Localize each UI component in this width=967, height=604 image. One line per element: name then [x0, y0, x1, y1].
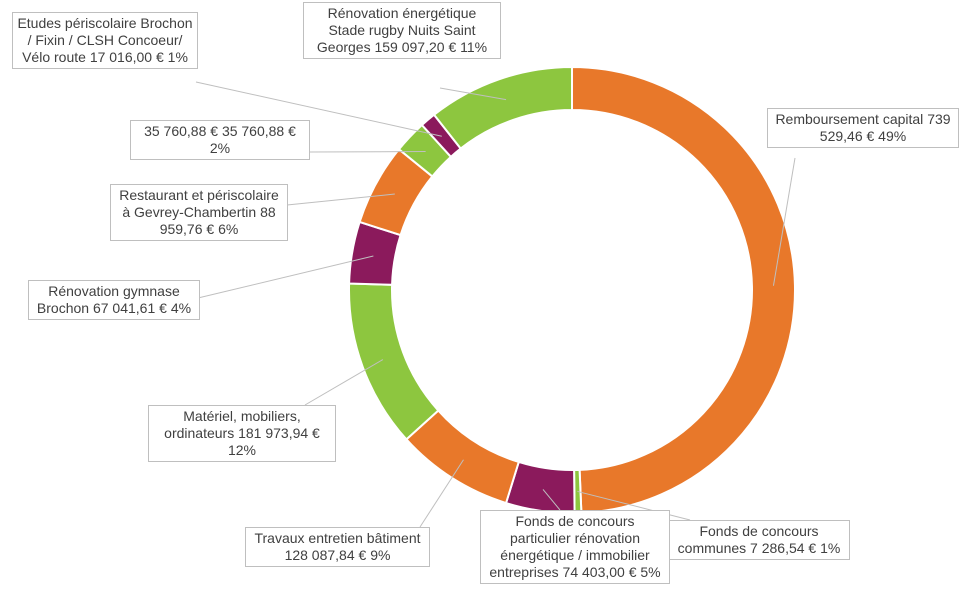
label-value: 74 403,00 € [562, 564, 637, 580]
label-percent: 6% [218, 221, 239, 237]
leader-line [542, 489, 561, 511]
label-name: Restaurant et périscolaire à Gevrey-Cham… [119, 187, 279, 220]
label-value: 7 286,54 € [750, 540, 817, 556]
leader-line [286, 193, 395, 206]
leader-line [577, 490, 691, 521]
leader-line [197, 255, 374, 299]
data-label: Fonds de concours particulier rénovation… [480, 510, 670, 584]
label-name: Fonds de concours particulier rénovation… [489, 513, 650, 580]
data-label: Restaurant et périscolaire à Gevrey-Cham… [110, 184, 288, 241]
leader-line [304, 359, 384, 406]
label-value: 128 087,84 € [284, 547, 367, 563]
data-label: Etudes périscolaire Brochon / Fixin / CL… [12, 12, 198, 69]
data-label: Travaux entretien bâtiment 128 087,84 € … [245, 527, 430, 567]
leader-line [419, 459, 464, 528]
label-name: Etudes périscolaire Brochon / Fixin / CL… [17, 15, 193, 65]
data-label: Remboursement capital 739 529,46 € 49% [767, 108, 959, 148]
label-percent: 12% [227, 442, 257, 458]
label-name: 35 760,88 € [144, 123, 219, 139]
label-percent: 9% [370, 547, 391, 563]
label-value: 739 529,46 € [819, 111, 951, 144]
data-label: Rénovation gymnase Brochon 67 041,61 € 4… [28, 280, 200, 320]
label-value: 67 041,61 € [92, 300, 167, 316]
label-percent: 1% [820, 540, 841, 556]
label-value: 88 959,76 € [159, 204, 276, 237]
label-name: Rénovation énergétique Stade rugby Nuits… [316, 5, 477, 55]
leader-line [439, 87, 507, 101]
leader-line [772, 157, 796, 286]
donut-slice [432, 65, 573, 150]
label-name: Matériel, mobiliers, ordinateurs [164, 408, 301, 441]
label-name: Fonds de concours communes [677, 523, 819, 556]
data-label: 35 760,88 € 35 760,88 € 2% [130, 120, 310, 160]
donut-slice [348, 282, 440, 441]
data-label: Rénovation énergétique Stade rugby Nuits… [303, 2, 501, 59]
label-percent: 5% [640, 564, 661, 580]
data-label: Matériel, mobiliers, ordinateurs 181 973… [148, 405, 336, 462]
label-name: Remboursement capital [775, 111, 924, 127]
leader-line [195, 81, 442, 137]
data-label: Fonds de concours communes 7 286,54 € 1% [668, 520, 850, 560]
label-name: Travaux entretien bâtiment [254, 530, 421, 546]
label-percent: 2% [209, 140, 231, 156]
label-value: 35 760,88 € [221, 123, 296, 139]
label-value: 181 973,94 € [238, 425, 320, 441]
label-value: 17 016,00 € [89, 49, 164, 65]
donut-slice [571, 65, 796, 514]
label-percent: 4% [170, 300, 192, 316]
label-percent: 49% [878, 128, 907, 144]
label-name: Rénovation gymnase Brochon [36, 283, 180, 316]
label-percent: 11% [460, 39, 488, 55]
label-percent: 1% [167, 49, 188, 65]
label-value: 159 097,20 € [374, 39, 457, 55]
